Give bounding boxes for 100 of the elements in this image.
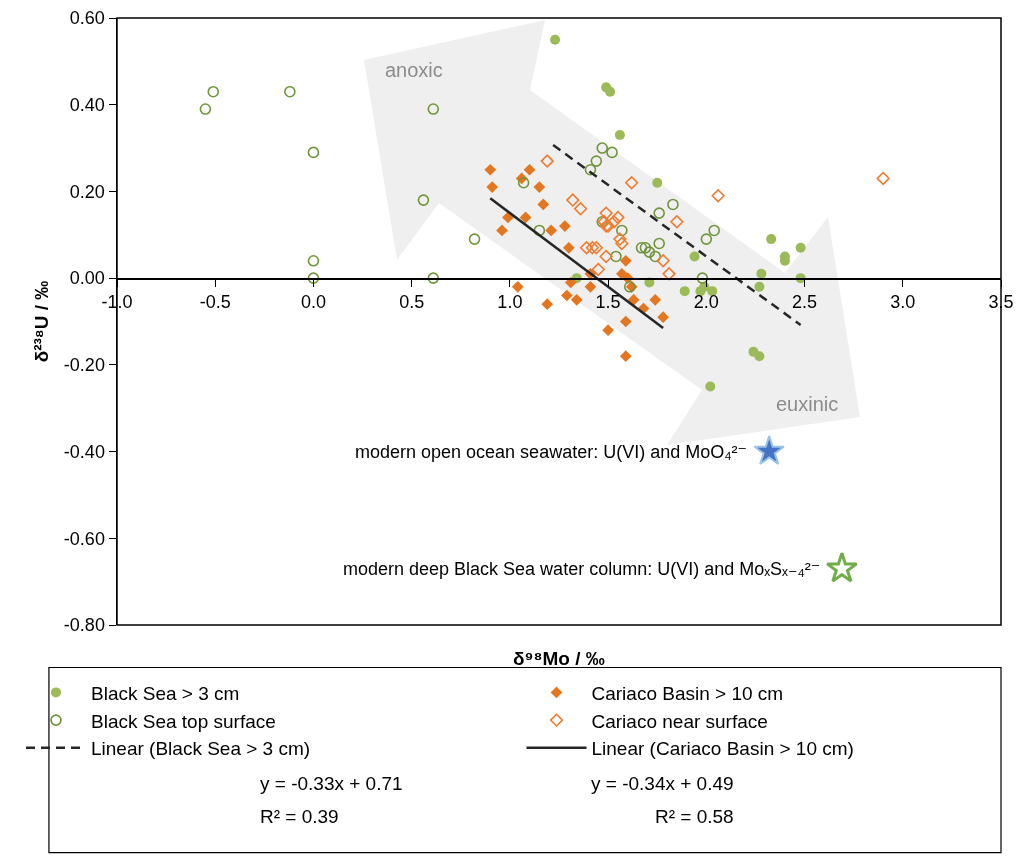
point <box>537 198 550 211</box>
point <box>599 249 613 264</box>
point <box>417 194 430 206</box>
point <box>427 103 440 115</box>
point <box>573 202 588 216</box>
point <box>486 181 499 193</box>
point <box>589 241 603 255</box>
annotation: modern open ocean seawater: U(VI) and MoO₄²⁻ <box>355 442 748 462</box>
text: R² = 0.58 <box>655 806 734 827</box>
point <box>533 181 546 193</box>
text: y = -0.33x + 0.71 <box>260 773 403 794</box>
point <box>590 155 603 167</box>
point <box>584 163 597 176</box>
y-tick-label: -0.40 <box>63 441 105 462</box>
annotation: modern deep Black Sea water column: U(VI) and MoₓSₓ₋₄²⁻ <box>343 559 821 579</box>
point <box>559 220 571 232</box>
legend-label: Linear (Black Sea > 3 cm) <box>91 738 311 760</box>
point <box>705 381 716 392</box>
point <box>307 255 320 267</box>
point <box>696 272 709 284</box>
point <box>616 224 628 237</box>
point <box>484 163 497 176</box>
legend-label: Black Sea > 3 cm <box>91 682 240 704</box>
point <box>614 130 625 141</box>
point <box>579 241 594 255</box>
point <box>550 34 561 45</box>
point <box>541 298 554 311</box>
y-tick-label: 0.60 <box>69 8 105 29</box>
point <box>643 246 656 258</box>
point <box>545 224 557 237</box>
point <box>754 281 765 292</box>
point <box>711 189 725 203</box>
point <box>519 211 532 224</box>
point <box>611 210 625 225</box>
point <box>540 154 554 168</box>
point <box>625 176 639 190</box>
legend-label: Black Sea top surface <box>91 710 276 732</box>
annotation: euxinic <box>776 393 839 415</box>
point <box>649 293 662 306</box>
y-tick-label: -0.20 <box>63 355 105 376</box>
point <box>679 286 690 297</box>
legend-label: Linear (Cariaco Basin > 10 cm) <box>591 738 854 760</box>
point <box>596 142 609 154</box>
point <box>591 262 605 277</box>
point <box>605 86 616 97</box>
y-tick-label: 0.20 <box>69 181 105 202</box>
point <box>584 280 597 293</box>
x-axis-title: δ⁹⁸Mo / ‰ <box>513 648 605 669</box>
point <box>562 241 575 254</box>
point <box>284 85 296 98</box>
point <box>207 85 220 98</box>
point <box>199 103 212 115</box>
legend-label: Cariaco Basin > 10 cm <box>591 682 784 704</box>
point <box>753 435 785 466</box>
point <box>635 241 648 254</box>
point <box>653 237 665 250</box>
point <box>670 215 684 229</box>
point <box>570 293 583 306</box>
annotation: anoxic <box>385 59 443 81</box>
point <box>700 233 713 245</box>
point <box>427 272 440 284</box>
y-tick-label: -0.80 <box>63 615 105 636</box>
x-tick-label: 2.5 <box>792 292 818 313</box>
x-tick-label: 1.0 <box>497 292 523 313</box>
point <box>795 242 806 253</box>
y-tick-label: 0.00 <box>69 268 105 289</box>
point <box>639 241 652 254</box>
point <box>561 289 573 302</box>
point <box>606 146 618 159</box>
point <box>619 315 632 328</box>
point <box>876 171 890 186</box>
point <box>754 351 765 362</box>
point <box>649 250 662 263</box>
point <box>619 254 632 267</box>
point <box>619 350 632 363</box>
y-axis-title: δ²³⁸U / ‰ <box>30 280 52 363</box>
point <box>766 234 777 245</box>
point <box>307 146 320 159</box>
point <box>564 276 577 289</box>
point <box>307 272 320 284</box>
point <box>602 324 614 337</box>
point <box>656 254 670 268</box>
point <box>511 280 524 293</box>
point <box>599 206 613 220</box>
text: y = -0.34x + 0.49 <box>591 773 734 794</box>
x-tick-label: 3.0 <box>890 292 916 313</box>
point <box>502 211 514 224</box>
point <box>652 177 663 188</box>
legend-label: Cariaco near surface <box>591 710 768 732</box>
point <box>653 207 665 219</box>
point <box>517 176 530 189</box>
point <box>657 311 669 324</box>
point <box>468 233 481 245</box>
point <box>689 251 700 262</box>
point <box>496 224 508 237</box>
point <box>667 198 679 211</box>
point <box>662 267 676 281</box>
point <box>585 241 600 255</box>
x-tick-label: 1.5 <box>595 292 621 313</box>
point <box>756 268 767 279</box>
